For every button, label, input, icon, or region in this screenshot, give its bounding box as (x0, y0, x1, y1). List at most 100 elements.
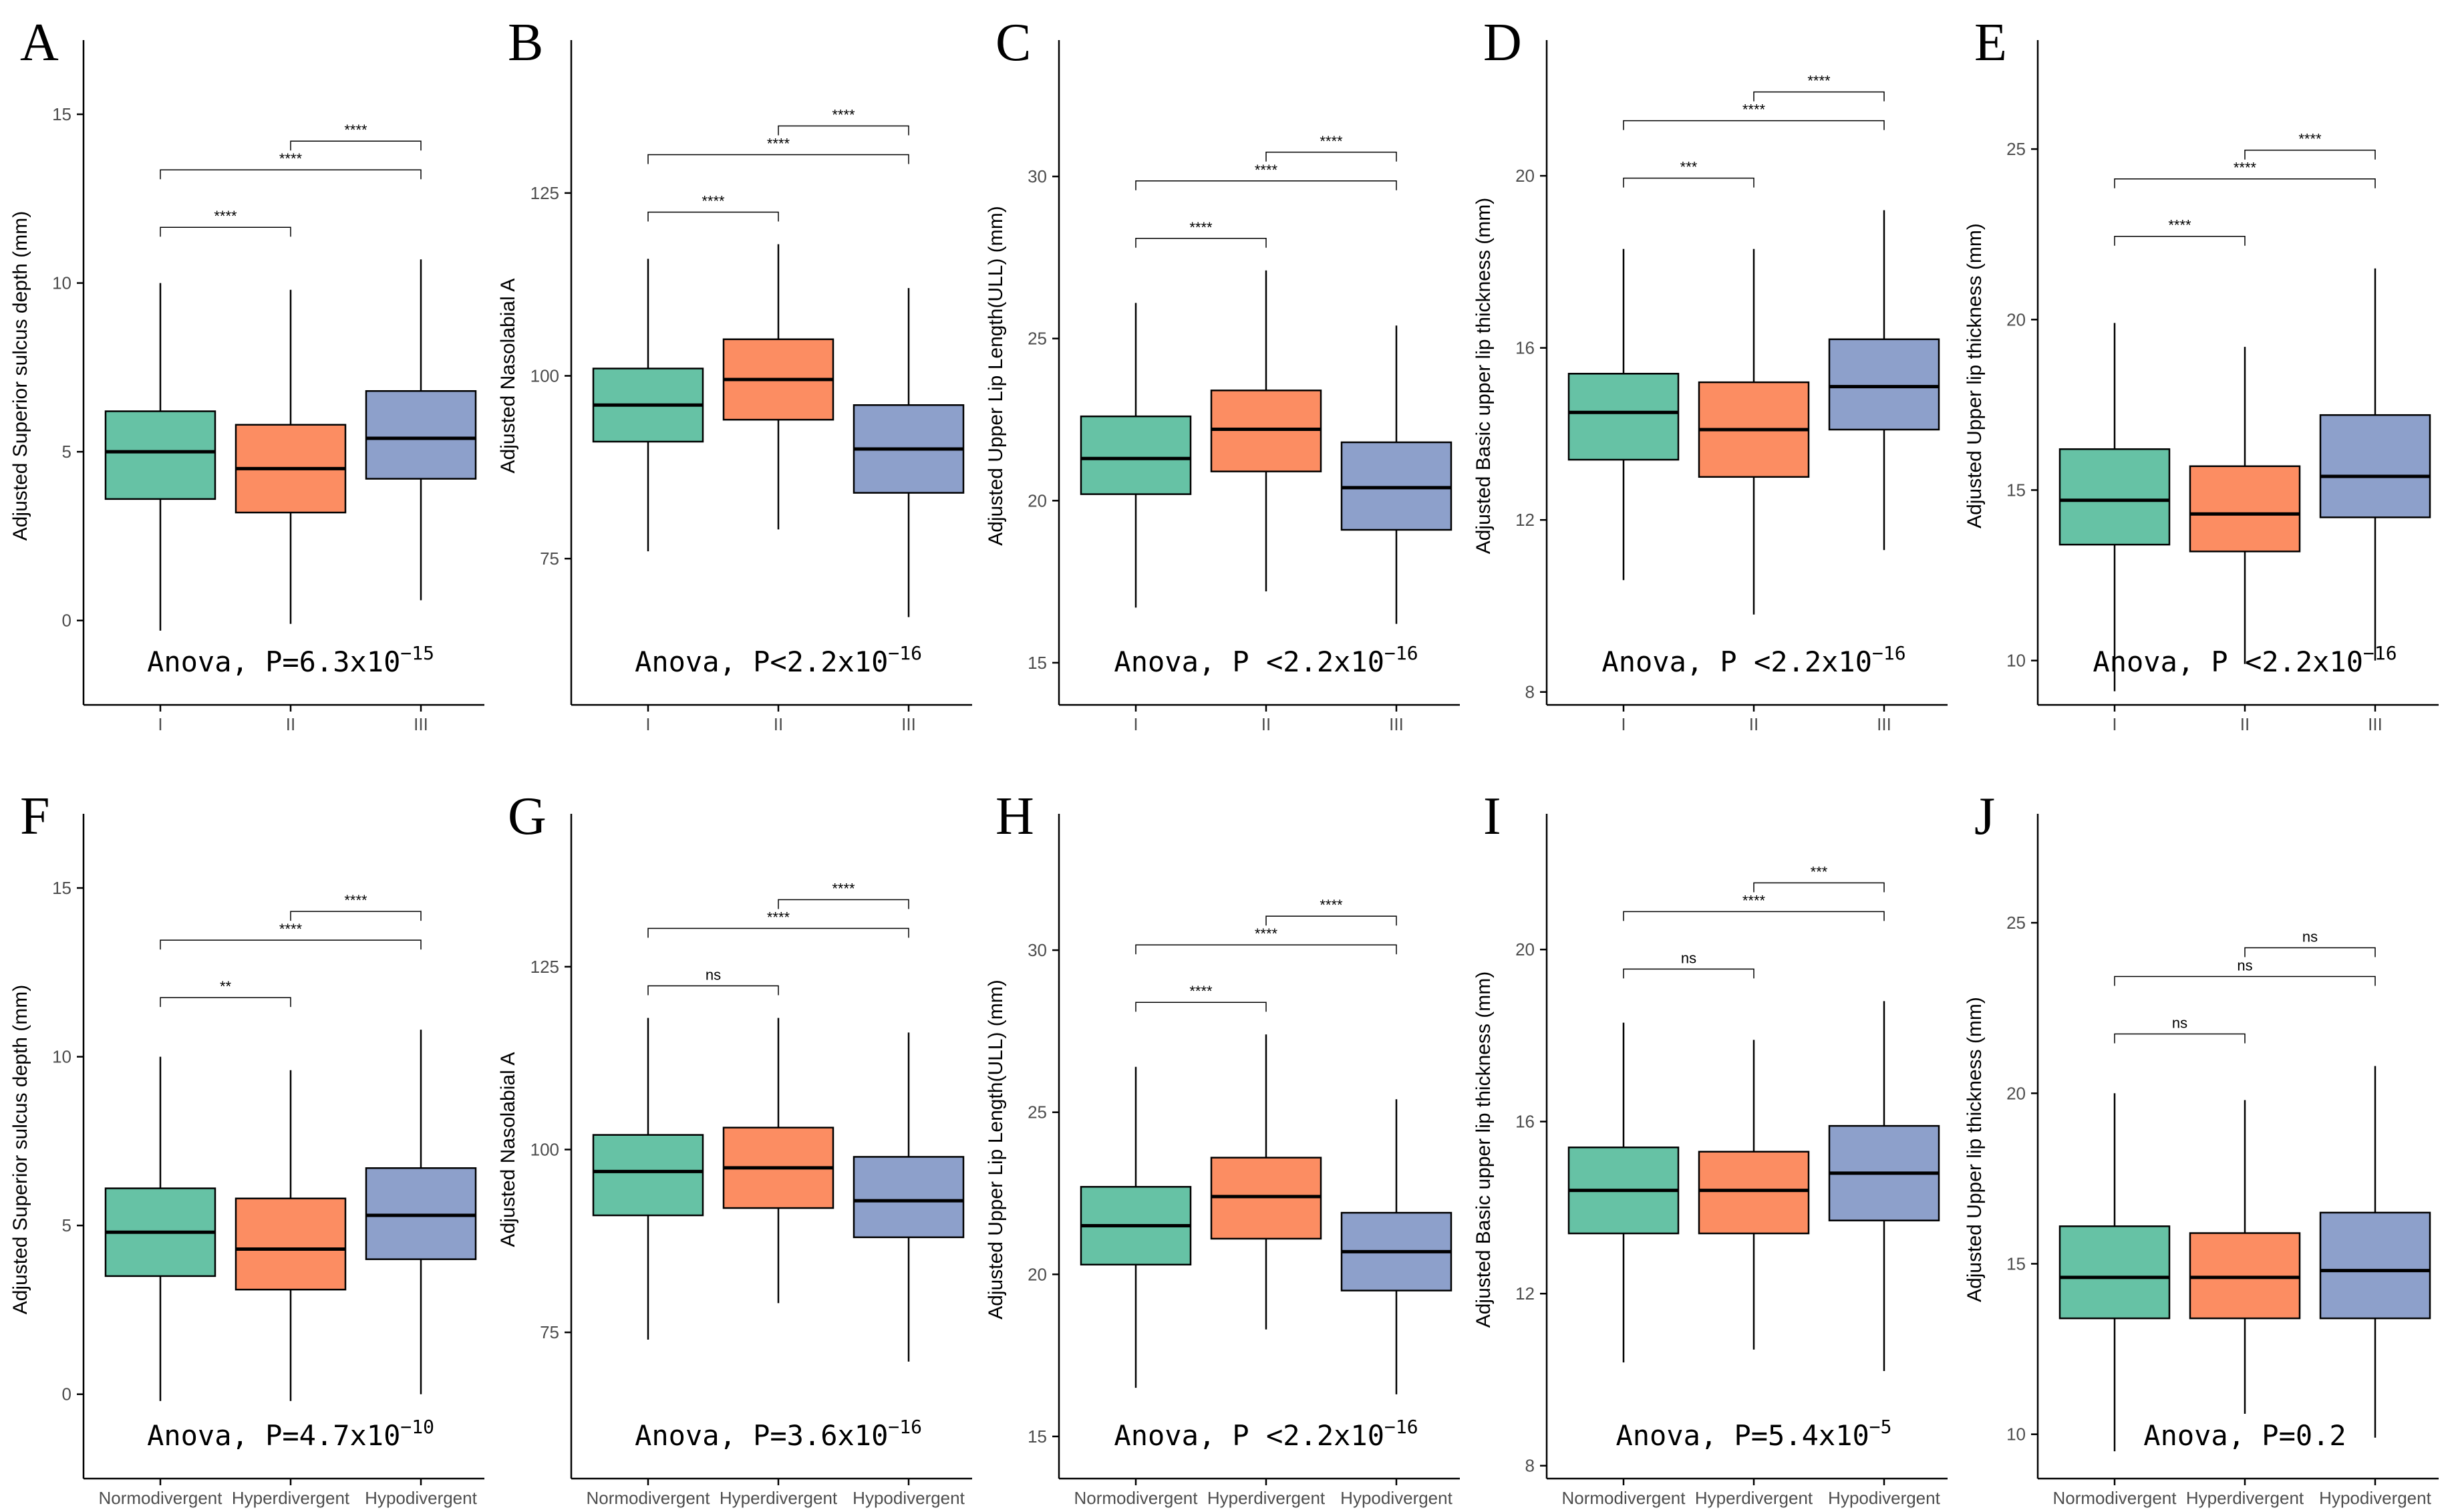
x-tick-label: Hyperdivergent (1695, 1488, 1813, 1508)
x-tick-label: I (1621, 714, 1626, 734)
significance-bracket (1135, 944, 1397, 955)
anova-annotation: Anova, P=0.2 (2143, 1419, 2346, 1452)
anova-text: Anova, P <2.2x10 (1114, 1419, 1384, 1452)
x-tick-label: II (1261, 714, 1271, 734)
y-tick-label: 0 (62, 1384, 71, 1404)
panel-letter: F (20, 787, 50, 846)
box-3 (853, 1156, 965, 1239)
significance-bracket (2244, 149, 2376, 160)
anova-annotation: Anova, P <2.2x10−16 (1114, 1416, 1418, 1452)
significance-label: ns (2302, 928, 2318, 945)
x-tick-label: II (1749, 714, 1758, 734)
box-1 (1567, 373, 1680, 461)
chart-panel-e: E 10 15 20 25 Adjusted Upper lip thickness (m… (1964, 13, 2439, 734)
y-tick-label: 10 (52, 273, 71, 293)
significance-bracket (1753, 91, 1885, 102)
chart-panel-j: J 10 15 20 25 Adjusted Upper lip thickness (m… (1964, 787, 2439, 1508)
significance-bracket (160, 169, 422, 180)
y-tick-label: 15 (1028, 653, 1047, 673)
y-tick-label: 10 (2006, 1424, 2026, 1445)
significance-bracket (647, 985, 779, 996)
chart-panel-f: F 0 5 10 15 Adjusted Superior sulcus depth (m… (9, 787, 484, 1508)
anova-text: Anova, P=0.2 (2143, 1419, 2346, 1452)
y-axis-label: Adjusted Upper Lip Length(ULL) (mm) (985, 206, 1007, 546)
significance-label: **** (1742, 892, 1766, 909)
x-tick-label: II (2240, 714, 2250, 734)
x-tick-label: II (286, 714, 295, 734)
significance-label: ns (2237, 957, 2252, 973)
anova-text: Anova, P=3.6x10 (635, 1419, 888, 1452)
significance-label: **** (344, 892, 367, 909)
significance-label: *** (1680, 159, 1698, 176)
anova-text: Anova, P=4.7x10 (147, 1419, 400, 1452)
y-axis-label: Adjusted Superior sulcus depth (mm) (9, 211, 31, 541)
significance-bracket (2114, 235, 2246, 246)
y-tick-label: 12 (1515, 1283, 1535, 1304)
y-tick-label: 10 (2006, 651, 2026, 671)
x-tick-label: Hypodivergent (2319, 1488, 2431, 1508)
panel-letter: G (508, 787, 547, 846)
significance-bracket (1623, 911, 1885, 921)
y-axis-label: Adjusted Upper lip thickness (mm) (1964, 997, 1986, 1302)
significance-bracket (160, 997, 291, 1008)
significance-bracket (1265, 152, 1397, 162)
anova-annotation: Anova, P=5.4x10−5 (1616, 1416, 1891, 1452)
y-tick-label: 20 (2006, 309, 2026, 329)
significance-label: **** (1742, 102, 1766, 118)
x-tick-label: III (901, 714, 916, 734)
significance-label: **** (832, 107, 855, 124)
x-tick-label: III (2368, 714, 2383, 734)
significance-label: **** (2298, 131, 2322, 148)
significance-bracket (647, 927, 909, 938)
x-tick-label: Hyperdivergent (720, 1488, 838, 1508)
x-tick-label: Hyperdivergent (1207, 1488, 1326, 1508)
significance-label: **** (1189, 983, 1213, 1000)
anova-exponent: −16 (888, 1416, 922, 1438)
y-tick-label: 8 (1525, 1456, 1535, 1476)
y-tick-label: 20 (1028, 490, 1047, 510)
box-3 (365, 1167, 477, 1260)
anova-annotation: Anova, P=4.7x10−10 (147, 1416, 434, 1452)
y-tick-label: 5 (62, 442, 71, 462)
significance-bracket (2114, 1033, 2246, 1044)
box-2 (1698, 1151, 1810, 1235)
x-tick-label: I (645, 714, 650, 734)
anova-exponent: −16 (1384, 642, 1418, 664)
significance-label: **** (1320, 897, 1343, 913)
x-tick-label: Normodivergent (587, 1488, 711, 1508)
significance-label: **** (344, 122, 367, 138)
significance-label: *** (1811, 863, 1828, 880)
panel-letter: C (995, 13, 1031, 72)
anova-annotation: Anova, P=3.6x10−16 (635, 1416, 922, 1452)
x-tick-label: I (1133, 714, 1138, 734)
box-2 (2189, 465, 2301, 553)
box-3 (2319, 414, 2431, 518)
significance-bracket (647, 154, 909, 164)
y-tick-label: 25 (1028, 1102, 1047, 1122)
significance-label: **** (1320, 133, 1343, 150)
y-tick-label: 15 (52, 878, 71, 898)
y-tick-label: 15 (52, 104, 71, 124)
anova-annotation: Anova, P<2.2x10−16 (635, 642, 922, 678)
significance-bracket (1623, 968, 1754, 979)
box-3 (1828, 338, 1940, 431)
y-tick-label: 25 (1028, 329, 1047, 349)
y-axis-label: Adjusted Nasolabial A (497, 1052, 519, 1247)
significance-label: **** (767, 136, 790, 152)
significance-bracket (1135, 180, 1397, 190)
y-tick-label: 30 (1028, 940, 1047, 960)
x-tick-label: II (774, 714, 783, 734)
y-tick-label: 0 (62, 611, 71, 631)
significance-label: ns (706, 967, 721, 984)
box-2 (235, 1197, 347, 1291)
panel-letter: J (1974, 787, 1995, 846)
anova-text: Anova, P <2.2x10 (1114, 645, 1384, 678)
panel-letter: I (1483, 787, 1501, 846)
chart-panel-a: A 0 5 10 15 Adjusted Superior sulcus depth (m… (9, 13, 484, 734)
panel-letter: H (995, 787, 1034, 846)
significance-label: ns (2172, 1014, 2187, 1031)
anova-annotation: Anova, P <2.2x10−16 (2093, 642, 2397, 678)
x-tick-label: Hyperdivergent (2186, 1488, 2304, 1508)
significance-bracket (290, 140, 422, 151)
